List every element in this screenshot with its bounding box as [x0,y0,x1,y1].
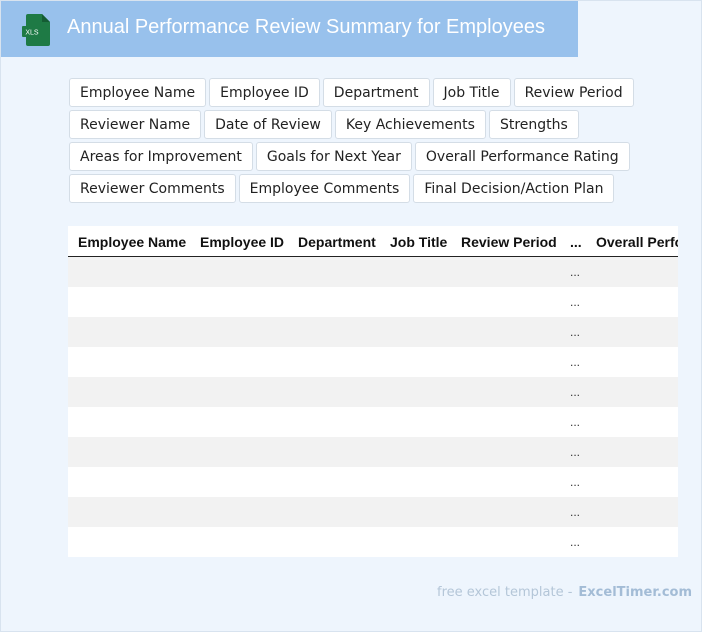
ellipsis-cell: ... [570,475,581,489]
column-header[interactable]: Overall Performance Rating [596,234,678,250]
chip-row: Reviewer Comments Employee Comments Final … [69,174,629,203]
ellipsis-cell: ... [570,265,581,279]
xls-file-icon: XLS [22,14,50,46]
field-chip[interactable]: Overall Performance Rating [414,142,630,171]
table-row[interactable]: ... [68,467,678,497]
ellipsis-cell: ... [570,355,581,369]
data-table: Employee Name Employee ID Department Job Ti… [68,226,678,557]
column-header[interactable]: Employee ID [200,234,285,250]
table-row[interactable]: ... [68,527,678,557]
field-chip[interactable]: Goals for Next Year [255,142,412,171]
column-header[interactable]: Employee Name [78,234,187,250]
field-chip[interactable]: Job Title [432,78,511,107]
field-chip[interactable]: Employee Name [69,78,207,107]
table-row[interactable]: ... [68,287,678,317]
column-header[interactable]: Job Title [390,234,448,250]
column-header[interactable]: ... [570,234,582,250]
page-title: Annual Performance Review Summary for Em… [67,16,545,38]
ellipsis-cell: ... [570,325,581,339]
ellipsis-cell: ... [570,445,581,459]
ellipsis-cell: ... [570,505,581,519]
column-header[interactable]: Review Period [461,234,557,250]
ellipsis-cell: ... [570,295,581,309]
field-chip[interactable]: Areas for Improvement [69,142,253,171]
ellipsis-cell: ... [570,415,581,429]
table-body: .............................. [68,257,678,557]
table-row[interactable]: ... [68,407,678,437]
field-chip[interactable]: Employee ID [209,78,320,107]
chip-row: Reviewer Name Date of Review Key Achieveme… [69,110,629,139]
field-chip[interactable]: Reviewer Comments [69,174,236,203]
field-chip[interactable]: Date of Review [204,110,332,139]
field-chip[interactable]: Reviewer Name [69,110,202,139]
footer-credit: free excel template - ExcelTimer.com [437,583,692,600]
xls-icon-label: XLS [25,30,39,37]
ellipsis-cell: ... [570,535,581,549]
ellipsis-cell: ... [570,385,581,399]
table-row[interactable]: ... [68,257,678,287]
table-row[interactable]: ... [68,377,678,407]
field-chip[interactable]: Department [322,78,430,107]
field-chip[interactable]: Employee Comments [238,174,411,203]
column-header[interactable]: Department [298,234,376,250]
table-row[interactable]: ... [68,437,678,467]
title-banner: XLS Annual Performance Review Summary fo… [1,1,578,57]
chip-row: Employee Name Employee ID Department Job Ti… [69,78,634,107]
chip-row: Areas for Improvement Goals for Next Year… [69,142,630,171]
field-chip[interactable]: Final Decision/Action Plan [413,174,615,203]
field-chip[interactable]: Key Achievements [334,110,486,139]
field-chip[interactable]: Review Period [513,78,634,107]
table-header-row: Employee Name Employee ID Department Job Ti… [68,226,678,257]
field-chips: Employee Name Employee ID Department Job Ti… [69,78,634,206]
table-row[interactable]: ... [68,497,678,527]
field-chip[interactable]: Strengths [488,110,579,139]
table-row[interactable]: ... [68,347,678,377]
footer-brand-link[interactable]: ExcelTimer.com [578,585,693,600]
footer-text: free excel template - [437,585,573,600]
table-row[interactable]: ... [68,317,678,347]
